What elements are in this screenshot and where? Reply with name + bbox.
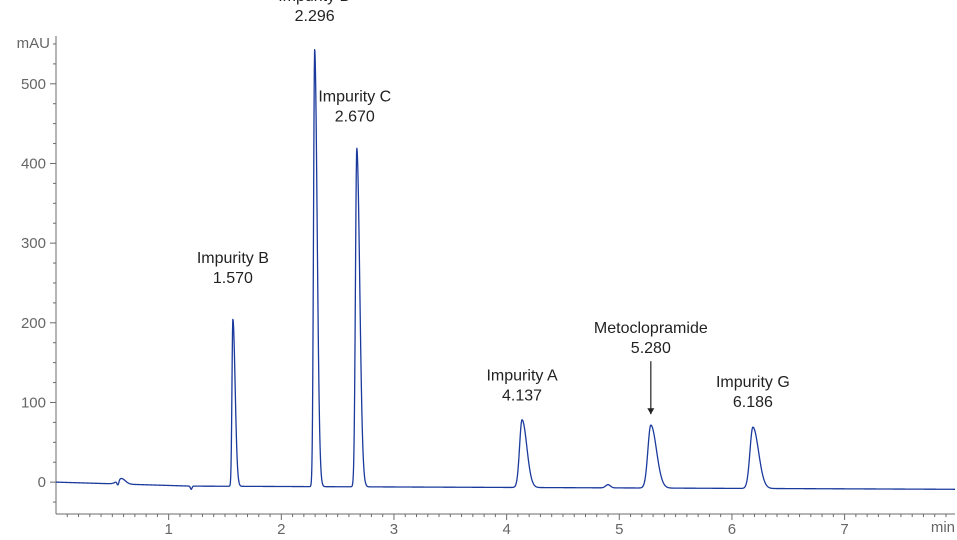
y-tick-label: 300 (21, 235, 46, 252)
x-axis-unit-label: min (931, 519, 955, 536)
chromatogram-trace (55, 49, 956, 490)
peak-retention-time-label: 5.280 (631, 340, 671, 357)
peak-name-label: Metoclopramide (594, 320, 708, 337)
peak-retention-time-label: 1.570 (213, 270, 253, 287)
x-tick-label: 7 (840, 521, 848, 538)
peak-retention-time-label: 4.137 (502, 387, 542, 404)
peak-retention-time-label: 2.670 (335, 109, 375, 126)
peak-name-label: Impurity A (486, 367, 557, 384)
x-tick-label: 6 (728, 521, 736, 538)
y-tick-label: 100 (21, 394, 46, 411)
peak-arrow-head (647, 408, 655, 415)
x-tick-label: 4 (502, 521, 510, 538)
y-tick-label: 400 (21, 155, 46, 172)
x-tick-label: 5 (615, 521, 623, 538)
y-tick-label: 200 (21, 315, 46, 332)
tick-labels: 0 100 200 300 400 500 1 2 3 4 5 6 7 (21, 76, 849, 538)
y-axis-unit-label: mAU (17, 35, 50, 52)
peak-retention-time-label: 6.186 (733, 394, 773, 411)
chromatogram-line (55, 49, 956, 490)
peak-name-label: Impurity G (716, 374, 790, 391)
x-tick-label: 2 (277, 521, 285, 538)
y-tick-label: 500 (21, 76, 46, 93)
axes (50, 36, 955, 520)
peak-retention-time-label: 2.296 (295, 8, 335, 25)
x-tick-label: 1 (164, 521, 172, 538)
peak-name-label: Impurity C (318, 89, 391, 106)
x-tick-label: 3 (390, 521, 398, 538)
peak-name-label: Impurity B (197, 250, 269, 267)
peak-name-label: Impurity D (278, 0, 351, 5)
y-tick-label: 0 (38, 474, 46, 491)
peak-labels: Impurity B 1.570 Impurity D 2.296 Impurity C… (197, 0, 790, 415)
